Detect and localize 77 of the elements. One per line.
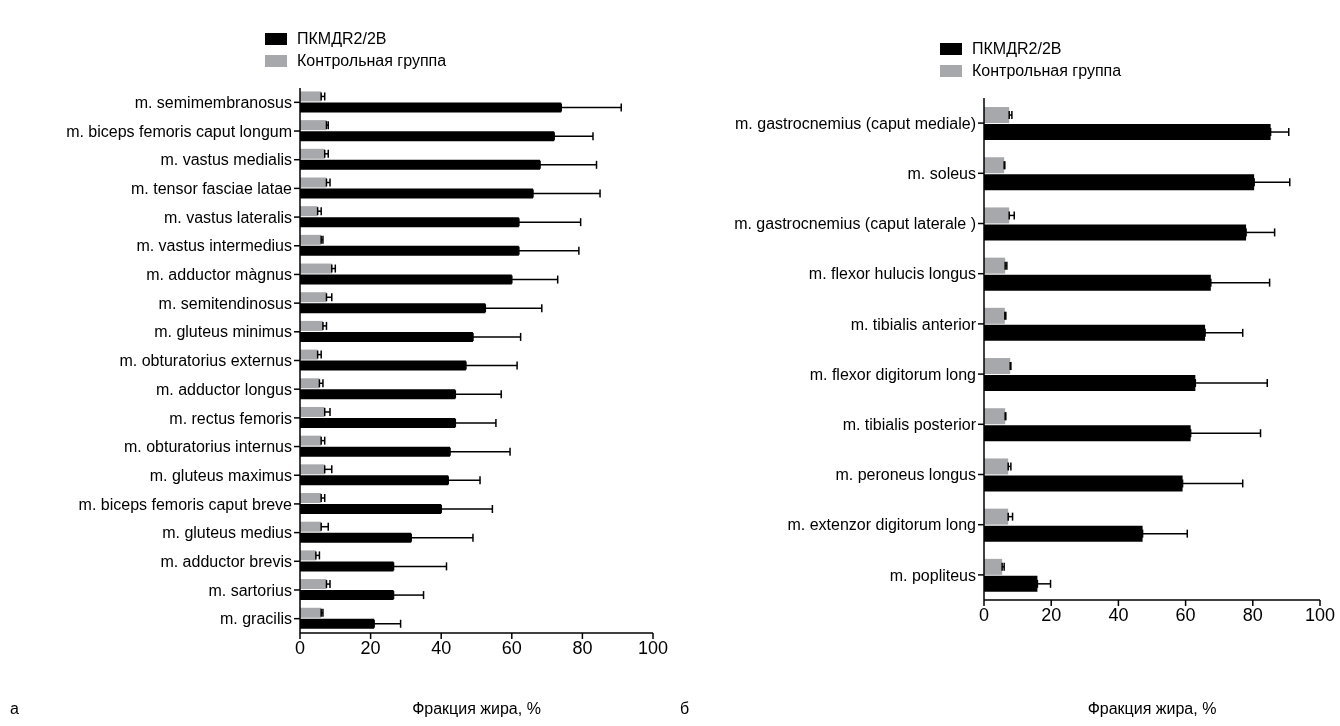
y-tick-label: m. adductor longus — [155, 380, 292, 398]
bar — [300, 607, 322, 618]
bar — [984, 358, 1011, 375]
x-tick-label: 80 — [1242, 604, 1263, 625]
y-tick-label: m. tibialis anterior — [850, 315, 977, 333]
bar — [984, 107, 1010, 124]
x-tick-label: 100 — [637, 637, 669, 658]
y-tick-label: m. biceps femoris caput longum — [66, 122, 292, 140]
y-tick-label: m. biceps femoris caput breve — [78, 495, 293, 513]
y-tick-label: m. gluteus medius — [162, 524, 292, 542]
bar — [984, 207, 1010, 224]
y-tick-label: m. semimembranosus — [134, 94, 292, 112]
bar — [300, 91, 322, 102]
y-tick-label: m. rectus femoris — [169, 409, 292, 427]
x-tick-label: 0 — [978, 604, 990, 625]
bar — [984, 458, 1009, 475]
x-tick-label: 40 — [431, 637, 452, 658]
y-tick-label: m. gracilis — [219, 610, 292, 628]
bar — [984, 558, 1003, 575]
bar — [984, 307, 1005, 324]
y-tick-label: m. semitendinosus — [158, 294, 292, 312]
y-tick-label: m. adductor brevis — [160, 552, 292, 570]
x-tick-label: 40 — [1108, 604, 1129, 625]
bar — [300, 493, 322, 504]
bar — [300, 406, 325, 417]
y-tick-label: m. gastrocnemius (caput mediale) — [735, 114, 976, 132]
x-axis-title: Фракция жира, % — [1086, 700, 1218, 718]
bar — [300, 349, 318, 360]
bar — [300, 521, 322, 532]
y-tick-label: m. adductor màgnus — [146, 266, 292, 284]
text: а — [10, 700, 19, 718]
x-tick-label: 20 — [360, 637, 381, 658]
y-tick-label: m. popliteus — [889, 566, 976, 584]
x-tick-label: 80 — [572, 637, 593, 658]
legend-label: Контрольная группа — [297, 52, 447, 70]
bar — [300, 378, 320, 389]
y-tick-label: m. sartorius — [208, 581, 292, 599]
y-tick-label: m. tibialis posterior — [842, 415, 977, 433]
legend-label: Контрольная группа — [972, 62, 1122, 80]
text: б — [680, 700, 690, 718]
y-tick-label: m. flexor hulucis longus — [808, 265, 976, 283]
bar — [984, 157, 1005, 174]
bar — [300, 292, 327, 303]
bar — [300, 234, 322, 245]
bar — [300, 435, 322, 446]
bar — [300, 177, 327, 188]
y-tick-label: m. obturatorius internus — [123, 438, 292, 456]
y-tick-label: m. gastrocnemius (caput laterale ) — [734, 215, 976, 233]
y-tick-label: m. vastus medialis — [160, 151, 292, 169]
bar — [300, 263, 332, 274]
y-tick-label: m. vastus intermedius — [136, 237, 292, 255]
x-tick-label: 60 — [1175, 604, 1196, 625]
bar — [984, 408, 1006, 425]
legend-label: ПКМДR2/2B — [972, 40, 1062, 58]
bar — [300, 148, 325, 159]
y-tick-label: m. vastus lateralis — [163, 208, 292, 226]
y-tick-label: m. tensor fasciae latae — [131, 180, 293, 198]
y-tick-label: m. soleus — [907, 164, 976, 182]
y-tick-label: m. gluteus minimus — [154, 323, 292, 341]
x-tick-label: 0 — [294, 637, 306, 658]
y-tick-label: m. peroneus longus — [835, 466, 976, 484]
bar — [300, 579, 327, 590]
bar — [984, 508, 1009, 525]
x-tick-label: 60 — [501, 637, 522, 658]
y-tick-label: m. gluteus maximus — [149, 466, 292, 484]
x-tick-label: 20 — [1041, 604, 1062, 625]
legend-label: ПКМДR2/2B — [297, 30, 387, 48]
y-tick-label: m. flexor digitorum long — [809, 365, 976, 383]
y-tick-label: m. obturatorius externus — [119, 352, 292, 370]
bar — [984, 257, 1006, 274]
bar — [300, 120, 327, 131]
y-tick-label: m. extenzor digitorum long — [787, 516, 976, 534]
x-tick-label: 100 — [1304, 604, 1336, 625]
bar — [300, 464, 325, 475]
x-axis-title: Фракция жира, % — [411, 700, 542, 718]
bar — [300, 320, 323, 331]
bar — [300, 206, 318, 217]
